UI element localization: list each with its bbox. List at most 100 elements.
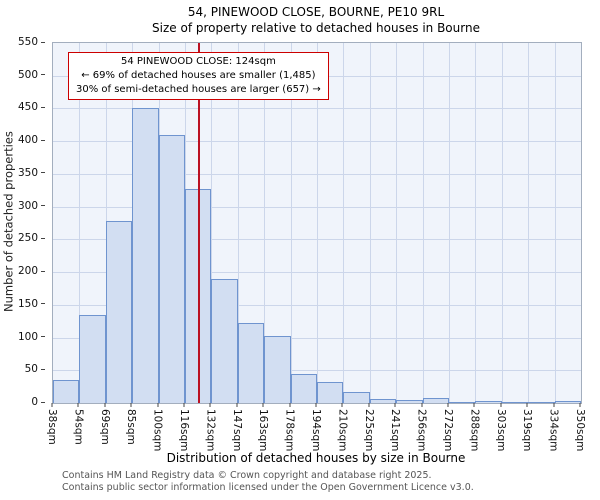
histogram-bar <box>79 314 106 403</box>
x-tick-label: 54sqm <box>72 409 85 445</box>
y-tick-label: 400 <box>17 134 38 147</box>
attribution-line-2: Contains public sector information licen… <box>62 482 474 494</box>
x-tick-mark <box>77 403 79 407</box>
x-tick-label: 350sqm <box>574 409 586 452</box>
y-tick-mark <box>41 368 45 370</box>
gridline-v <box>528 43 530 403</box>
y-tick-label: 200 <box>17 265 38 278</box>
y-tick-mark <box>41 401 45 403</box>
x-tick-mark <box>368 403 370 407</box>
y-tick-mark <box>41 139 45 141</box>
x-tick-label: 85sqm <box>125 409 138 445</box>
y-tick-mark <box>41 303 45 305</box>
x-tick-mark <box>51 403 53 407</box>
marker-line <box>197 43 200 403</box>
x-tick-label: 163sqm <box>257 409 270 452</box>
histogram-bar <box>528 402 555 403</box>
y-tick-mark <box>41 205 45 207</box>
x-tick-label: 147sqm <box>230 409 243 452</box>
y-tick-mark <box>41 237 45 239</box>
x-tick-label: 319sqm <box>521 409 534 452</box>
y-tick-label: 500 <box>17 68 38 81</box>
x-tick-label: 69sqm <box>98 409 111 445</box>
x-tick-mark <box>289 403 291 407</box>
gridline-v <box>317 43 318 403</box>
y-tick-mark <box>41 106 45 108</box>
attribution-footer: Contains HM Land Registry data © Crown c… <box>62 470 474 495</box>
histogram-bar <box>290 374 317 403</box>
x-tick-mark <box>262 403 264 407</box>
annotation-line-1: 54 PINEWOOD CLOSE: 124sqm <box>120 56 276 67</box>
chart-title: 54, PINEWOOD CLOSE, BOURNE, PE10 9RL <box>187 5 445 19</box>
gridline-v <box>475 43 477 403</box>
x-tick-mark <box>579 403 581 407</box>
attribution-line-1: Contains HM Land Registry data © Crown c… <box>62 470 432 481</box>
y-tick-label: 150 <box>17 297 38 310</box>
gridline-v <box>554 43 556 403</box>
histogram-bar <box>554 401 581 403</box>
y-axis-ticks: 0 50 100 150 200 250 300 350 400 450 500 550 <box>0 36 46 408</box>
x-tick-label: 241sqm <box>389 409 402 452</box>
plot-area: 54 PINEWOOD CLOSE: 124sqm ← 69% of detac… <box>52 42 582 404</box>
gridline-v <box>237 43 239 403</box>
x-tick-mark <box>421 403 423 407</box>
histogram-bar <box>396 400 423 403</box>
gridline-v <box>501 43 503 403</box>
chart-subtitle: Size of property relative to detached ho… <box>152 21 480 35</box>
x-tick-label: 256sqm <box>415 409 428 452</box>
x-tick-mark <box>500 403 502 407</box>
x-tick-mark <box>447 403 449 407</box>
x-tick-mark <box>236 403 238 407</box>
y-tick-label: 100 <box>17 330 38 343</box>
y-tick-label: 550 <box>17 36 38 48</box>
x-axis-ticks: 38sqm 54sqm 69sqm 85sqm 100sqm 116sqm 132sqm 14… <box>46 403 586 453</box>
y-tick-label: 0 <box>31 396 38 408</box>
y-tick-mark <box>41 172 45 174</box>
histogram-bar <box>475 401 502 403</box>
y-tick-mark <box>41 74 45 76</box>
y-tick-mark <box>41 336 45 338</box>
histogram-bar <box>158 134 185 403</box>
x-tick-mark <box>526 403 528 407</box>
histogram-bar <box>501 402 529 403</box>
y-tick-mark <box>41 41 45 43</box>
x-tick-label: 303sqm <box>494 409 507 452</box>
annotation-box: 54 PINEWOOD CLOSE: 124sqm ← 69% of detac… <box>68 52 329 100</box>
x-axis-label: Distribution of detached houses by size … <box>166 451 466 465</box>
x-tick-label: 132sqm <box>204 409 217 452</box>
x-tick-label: 38sqm <box>46 409 58 445</box>
histogram-bar <box>317 382 344 403</box>
histogram-bar <box>53 380 80 403</box>
gridline-v <box>211 43 213 403</box>
gridline-v <box>79 43 81 403</box>
histogram-bar <box>343 391 370 403</box>
x-tick-mark <box>157 403 159 407</box>
x-tick-label: 288sqm <box>468 409 481 452</box>
histogram-bar <box>369 399 397 403</box>
x-tick-label: 194sqm <box>310 409 322 452</box>
y-tick-mark <box>41 270 45 272</box>
gridline-v <box>396 43 398 403</box>
x-tick-mark <box>394 403 396 407</box>
y-tick-label: 50 <box>24 363 38 376</box>
gridline-v <box>343 43 345 403</box>
x-tick-mark <box>209 403 211 407</box>
x-tick-mark <box>553 403 555 407</box>
histogram-bar <box>105 221 133 403</box>
x-tick-label: 116sqm <box>178 409 190 452</box>
x-tick-mark <box>473 403 475 407</box>
x-tick-label: 210sqm <box>336 409 349 452</box>
gridline-v <box>369 43 371 403</box>
histogram-bar <box>237 322 265 403</box>
y-tick-label: 300 <box>17 199 38 212</box>
x-tick-mark <box>315 403 317 407</box>
gridline-v <box>264 43 266 403</box>
x-tick-label: 100sqm <box>151 409 164 452</box>
x-tick-mark <box>130 403 132 407</box>
histogram-bar <box>449 401 476 403</box>
x-tick-mark <box>341 403 343 407</box>
gridline-v <box>449 43 450 403</box>
x-tick-mark <box>104 403 106 407</box>
gridline-v <box>290 43 292 403</box>
